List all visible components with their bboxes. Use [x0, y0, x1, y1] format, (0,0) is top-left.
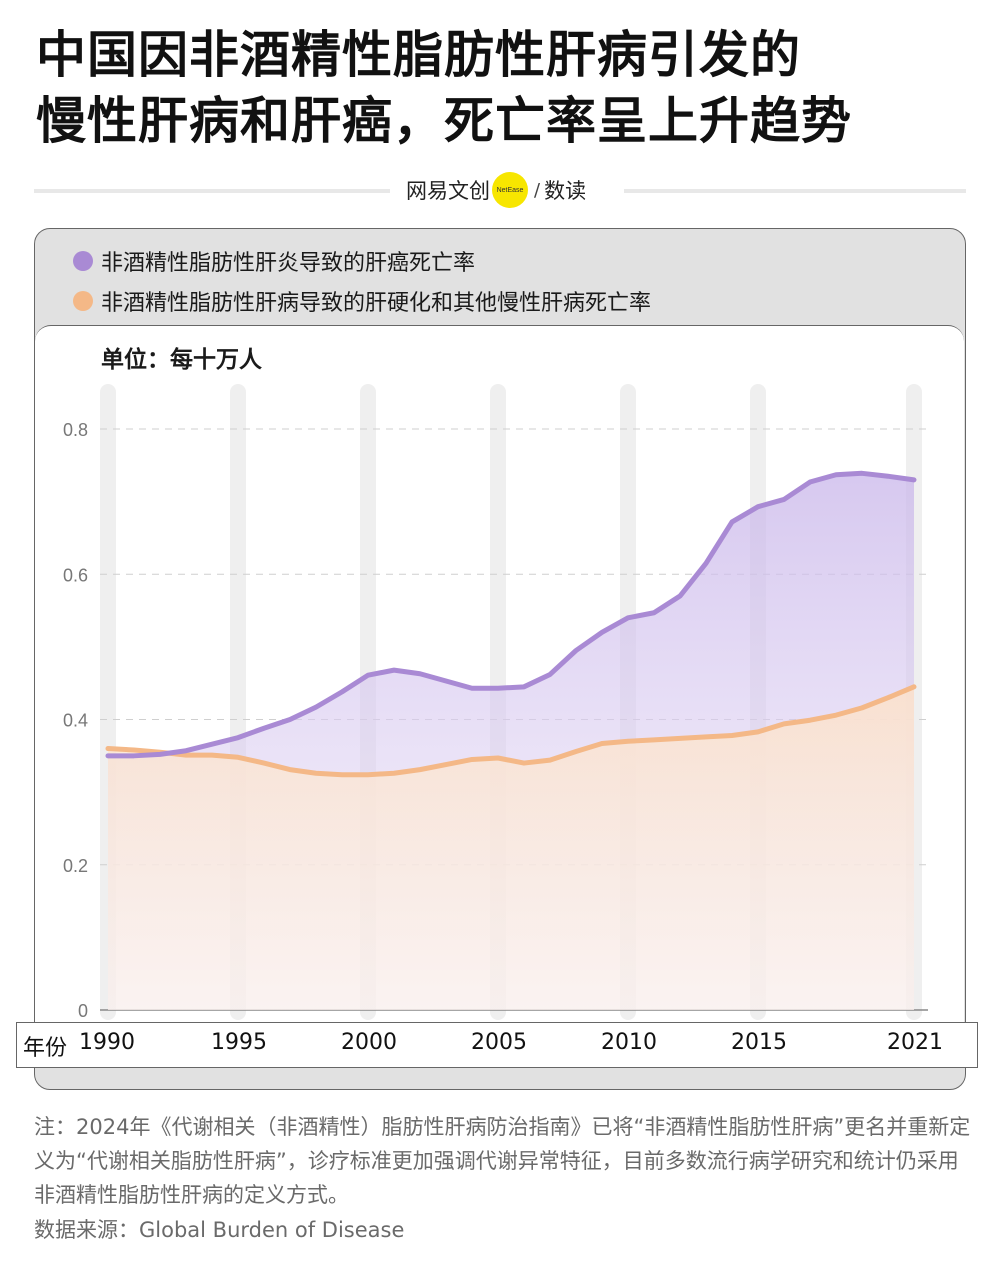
- line-cirrhosis: [105, 684, 917, 778]
- x-tick-label-1995: 1995: [211, 1030, 267, 1055]
- area-cirrhosis: [108, 686, 914, 1010]
- y-tick-label-0.6: 0.6: [63, 565, 88, 585]
- y-tick-label-0.8: 0.8: [63, 420, 88, 440]
- chart-title: 中国因非酒精性脂肪性肝病引发的 慢性肝病和肝癌，死亡率呈上升趋势: [36, 22, 976, 154]
- brand-logo: 网易文创 NetEase / 数读: [406, 172, 587, 208]
- x-axis-title: 年份: [23, 1036, 68, 1061]
- legend-label-cirrhosis: 非酒精性脂肪性肝病导致的肝硬化和其他慢性肝病死亡率: [101, 291, 652, 316]
- x-tick-label-2021: 2021: [887, 1030, 943, 1055]
- chart-svg: 0 0.2 0.4 0.6 0.8: [63, 384, 928, 1021]
- y-tick-label-0: 0: [78, 1001, 88, 1021]
- legend: 非酒精性脂肪性肝炎导致的肝癌死亡率 非酒精性脂肪性肝病导致的肝硬化和其他慢性肝病…: [73, 241, 651, 321]
- netease-logo-icon: NetEase: [492, 172, 528, 208]
- brand-divider-right: [624, 189, 966, 193]
- legend-item-cirrhosis: 非酒精性脂肪性肝病导致的肝硬化和其他慢性肝病死亡率: [73, 281, 651, 321]
- x-axis-bar: 年份 1990 1995 2000 2005 2010 2015 2021: [16, 1022, 978, 1068]
- legend-dot-liver-cancer: [73, 251, 93, 271]
- brand-section: 数读: [544, 179, 587, 203]
- brand-slash: /: [534, 179, 541, 201]
- x-tick-label-2010: 2010: [601, 1030, 657, 1055]
- x-tick-label-1990: 1990: [79, 1030, 135, 1055]
- x-tick-label-2005: 2005: [471, 1030, 527, 1055]
- unit-label: 单位：每十万人: [101, 347, 262, 373]
- footnote: 注：2024年《代谢相关（非酒精性）脂肪性肝病防治指南》已将“非酒精性脂肪性肝病…: [34, 1115, 971, 1207]
- brand-row: 网易文创 NetEase / 数读: [34, 172, 966, 208]
- legend-item-liver-cancer: 非酒精性脂肪性肝炎导致的肝癌死亡率: [73, 241, 651, 281]
- legend-label-liver-cancer: 非酒精性脂肪性肝炎导致的肝癌死亡率: [101, 251, 476, 276]
- x-tick-label-2000: 2000: [341, 1030, 397, 1055]
- y-tick-label-0.4: 0.4: [63, 711, 88, 731]
- legend-dot-cirrhosis: [73, 291, 93, 311]
- brand-name: 网易文创: [406, 179, 490, 203]
- data-source: 数据来源：Global Burden of Disease: [34, 1218, 405, 1242]
- line-liver-cancer: [105, 470, 917, 759]
- y-tick-label-0.2: 0.2: [63, 856, 88, 876]
- x-tick-label-2015: 2015: [731, 1030, 787, 1055]
- title-line-2: 慢性肝病和肝癌，死亡率呈上升趋势: [36, 92, 852, 150]
- title-line-1: 中国因非酒精性脂肪性肝病引发的: [36, 26, 801, 84]
- brand-divider-left: [34, 189, 390, 193]
